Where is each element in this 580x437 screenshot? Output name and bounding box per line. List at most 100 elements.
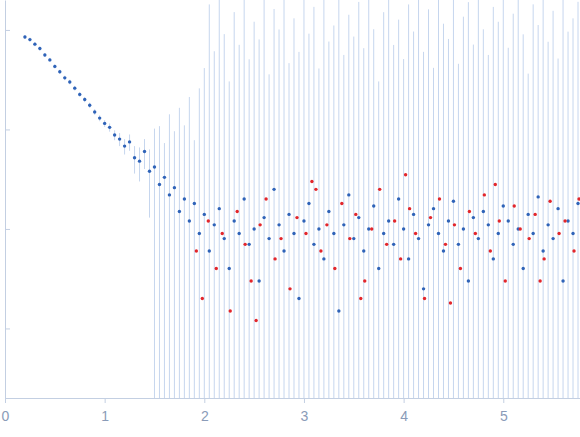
x-tick-label: 5 [500,408,508,424]
point [254,319,257,322]
error-bar [254,22,255,398]
point [103,122,106,125]
point [483,193,486,196]
point [572,249,575,252]
point [417,237,420,240]
point [489,249,492,252]
y-tick [5,30,10,31]
point [566,219,569,222]
error-bar [448,39,449,398]
point [332,232,335,235]
error-bar [383,12,384,398]
point [533,213,536,216]
point [314,188,317,191]
error-bar [518,0,519,398]
point [310,180,313,183]
x-axis: 012345 [2,398,580,424]
point [382,232,385,235]
error-bar [139,147,140,181]
point [408,207,411,210]
point [252,227,255,230]
x-tick-label: 2 [201,408,209,424]
error-bar [279,29,280,398]
error-bar [284,0,285,398]
y-axis [5,1,10,399]
point [277,223,280,226]
error-bar [293,18,294,398]
point [123,144,126,147]
point [363,279,366,282]
point [387,219,390,222]
point [519,227,522,230]
error-bar [528,74,529,398]
point [53,65,56,68]
point [404,173,407,176]
point [327,210,330,213]
x-tick: 0 [2,398,10,424]
points [23,35,579,312]
point [513,204,516,207]
point [163,176,166,179]
error-bar [323,0,324,398]
error-bar [428,9,429,398]
error-bar [503,0,504,398]
y-tick [5,328,10,329]
error-bar [378,81,379,398]
point [422,287,425,290]
point [193,202,196,205]
point [208,249,211,252]
point [302,219,305,222]
point [243,243,246,246]
point [38,47,41,50]
point [347,193,350,196]
point [133,156,136,159]
error-bar [338,0,339,398]
point [113,133,116,136]
point [138,159,141,162]
point [337,309,340,312]
error-bar [483,29,484,398]
point [195,249,198,252]
point [63,76,66,79]
point [521,267,524,270]
point [412,213,415,216]
point [233,219,236,222]
error-bar [194,140,195,398]
point [218,207,221,210]
point [393,219,396,222]
point [213,223,216,226]
error-bar [468,2,469,398]
point [228,267,231,270]
error-bar [318,68,319,398]
error-bar [533,4,534,398]
error-bar [463,17,464,398]
point [357,216,360,219]
point [468,210,471,213]
point [143,150,146,153]
point [312,243,315,246]
error-bar [159,126,160,398]
error-bar [154,129,155,398]
error-bar [134,146,135,173]
error-bar [259,39,260,398]
x-tick-mark [304,398,305,403]
error-bar [184,125,185,398]
point [267,237,270,240]
error-bar [174,131,175,398]
point [372,204,375,207]
points [195,173,580,322]
point [444,243,447,246]
point [531,232,534,235]
x-tick-label: 3 [301,408,309,424]
error-bar [408,4,409,398]
error-bar [269,74,270,398]
point [507,219,510,222]
error-bar [548,42,549,398]
error-bar [274,9,275,398]
error-bar [573,18,574,398]
point [108,126,111,129]
point [427,223,430,226]
x-tick-label: 4 [400,408,408,424]
point [158,183,161,186]
point [414,232,417,235]
